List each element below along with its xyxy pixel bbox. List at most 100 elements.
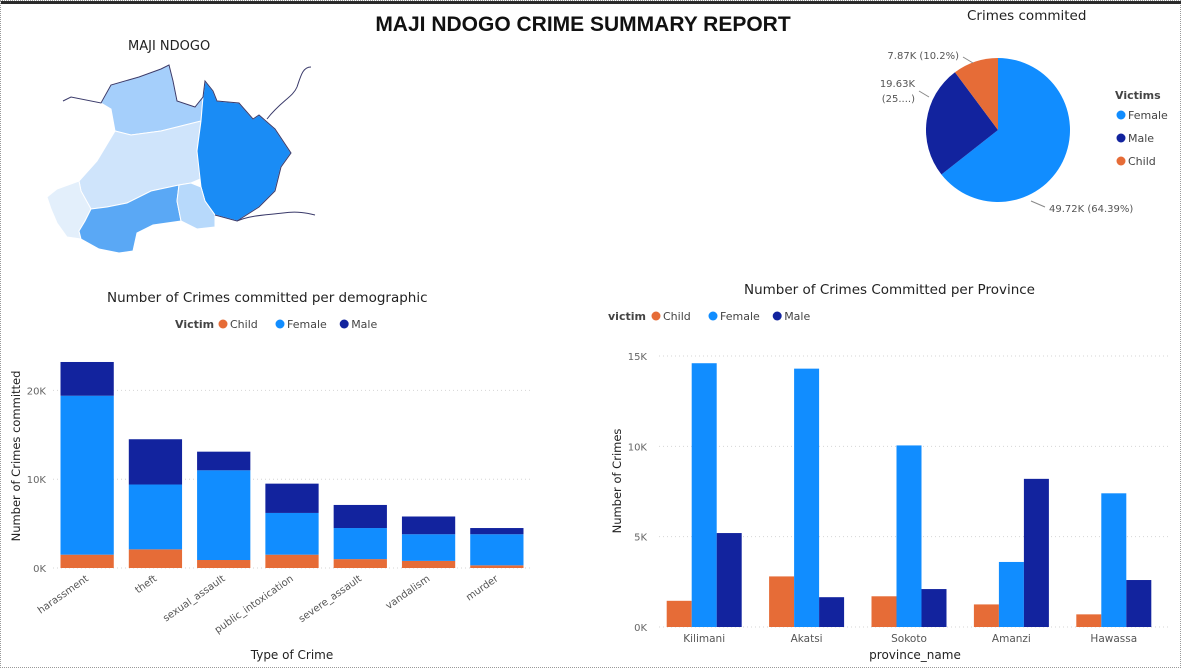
stacked-bar-harassment-male[interactable] [60,361,114,396]
stacked-xtick-label: harassment [36,573,91,616]
stacked-bar-sexual-assault-child[interactable] [197,560,251,568]
stacked-bar-public-intoxication-male[interactable] [265,483,319,513]
grouped-bar-hawassa-child[interactable] [1076,614,1102,627]
grouped-bar-hawassa-female[interactable] [1101,493,1127,627]
grouped-bar-amanzi-child[interactable] [973,604,999,627]
stacked-bar-theft-female[interactable] [128,484,183,550]
pie-legend-label-female[interactable]: Female [1128,109,1168,122]
stacked-ytick-label: 10K [27,475,47,486]
grouped-bar-hawassa-male[interactable] [1126,580,1152,627]
grouped-legend-marker-male [772,311,782,321]
stacked-bar-sexual-assault-female[interactable] [197,470,251,561]
grouped-bar-kilimani-female[interactable] [691,363,717,627]
pie-legend-label-child[interactable]: Child [1128,155,1156,168]
stacked-bar-vandalism-female[interactable] [401,534,456,561]
stacked-legend-title: Victim [175,318,214,331]
map-border-line [62,64,292,222]
grouped-bar-akatsi-child[interactable] [769,576,795,627]
province-map[interactable] [39,59,319,259]
stacked-legend-label-female[interactable]: Female [287,318,327,331]
report-title: MAJI NDOGO CRIME SUMMARY REPORT [375,13,791,36]
stacked-bar-severe-assault-male[interactable] [333,504,387,529]
stacked-legend-label-child[interactable]: Child [230,318,258,331]
pie-legend-title: Victims [1115,89,1161,102]
pie-slice-female[interactable] [941,58,1071,203]
pie-leader-child [962,56,974,64]
map-river-bottom [236,211,316,222]
stacked-bar-murder-child[interactable] [470,565,524,568]
grouped-xlabel: province_name [869,648,961,662]
stacked-xtick-label: severe_assault [297,573,364,625]
grouped-xtick-label: Amanzi [992,633,1031,645]
pie-label-female: 49.72K (64.39%) [1049,204,1133,215]
pie-leader-male [918,90,930,98]
stacked-ytick-label: 0K [33,564,46,575]
pie-legend-marker-male [1116,133,1126,143]
stacked-bar-severe-assault-female[interactable] [333,528,387,560]
stacked-bar-chart[interactable]: Victim Child Female Male 0K 10K 20K harassme… [1,306,561,666]
stacked-xtick-label: sexual_assault [161,573,227,624]
grouped-bar-amanzi-female[interactable] [998,561,1024,627]
stacked-bar-theft-male[interactable] [128,439,183,485]
map-region-southeast[interactable] [176,182,216,230]
pie-chart-title: Crimes commited [967,8,1087,24]
stacked-xtick-label: murder [464,573,501,604]
grouped-ytick-label: 5K [634,533,647,544]
grouped-legend-label-child[interactable]: Child [663,310,691,323]
stacked-legend-marker-male [339,319,349,329]
stacked-ylabel: Number of Crimes committed [9,371,23,542]
grouped-bar-kilimani-child[interactable] [666,600,692,627]
stacked-bar-sexual-assault-male[interactable] [197,451,251,471]
stacked-bar-murder-female[interactable] [470,534,524,566]
grouped-xtick-label: Akatsi [791,633,823,645]
grouped-legend-marker-female [708,311,718,321]
map-river-top [266,66,312,120]
grouped-bar-amanzi-male[interactable] [1023,478,1049,627]
stacked-xlabel: Type of Crime [250,648,333,662]
grouped-bar-kilimani-male[interactable] [716,533,742,627]
map-region-south[interactable] [78,184,182,254]
stacked-legend-label-male[interactable]: Male [351,318,377,331]
grouped-bar-akatsi-male[interactable] [819,597,845,627]
grouped-xtick-label: Kilimani [683,633,725,645]
grouped-bar-sokoto-male[interactable] [921,589,947,627]
grouped-bar-sokoto-female[interactable] [896,445,922,627]
pie-legend-marker-child [1116,156,1126,166]
top-bar [1,1,1181,4]
stacked-bar-public-intoxication-female[interactable] [265,512,319,555]
stacked-xtick-label: vandalism [384,573,432,611]
pie-slice-male[interactable] [926,72,998,175]
stacked-bar-severe-assault-child[interactable] [333,559,387,568]
grouped-ytick-label: 10K [628,442,648,453]
stacked-bar-harassment-female[interactable] [60,395,114,555]
pie-label-male-line1: 19.63K [880,79,916,90]
stacked-bar-murder-male[interactable] [470,528,524,535]
pie-slice-child[interactable] [954,58,998,130]
grouped-legend-title: victim [608,310,646,323]
grouped-ytick-label: 15K [628,352,648,363]
grouped-legend-label-male[interactable]: Male [784,310,810,323]
pie-legend-label-male[interactable]: Male [1128,132,1154,145]
pie-label-child: 7.87K (10.2%) [887,51,959,62]
grouped-ylabel: Number of Crimes [610,429,624,534]
map-region-east[interactable] [196,79,292,222]
grouped-bar-chart[interactable]: victim Child Female Male 0K 5K 10K 15K Kilima… [581,301,1181,667]
stacked-bar-public-intoxication-child[interactable] [265,554,319,568]
grouped-legend-label-female[interactable]: Female [720,310,760,323]
grouped-bar-sokoto-child[interactable] [871,596,897,627]
grouped-ytick-label: 0K [634,623,647,634]
stacked-legend-marker-female [275,319,285,329]
stacked-xtick-label: theft [133,573,159,596]
map-title: MAJI NDOGO [128,39,211,54]
pie-leader-female [1030,200,1046,208]
stacked-bar-harassment-child[interactable] [60,554,114,568]
stacked-bar-vandalism-child[interactable] [401,560,456,568]
stacked-legend-marker-child [218,319,228,329]
grouped-bar-akatsi-female[interactable] [794,368,820,627]
stacked-bar-theft-child[interactable] [128,549,183,568]
pie-legend-marker-female [1116,110,1126,120]
stacked-bar-vandalism-male[interactable] [401,516,456,535]
stacked-chart-title: Number of Crimes committed per demograph… [107,290,428,306]
pie-chart[interactable]: 7.87K (10.2%) 19.63K (25....) 49.72K (64… [861,31,1179,241]
